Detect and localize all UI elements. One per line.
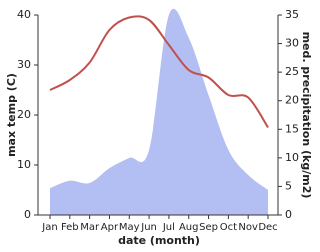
- x-tick-label: Sep: [199, 222, 218, 233]
- y2-tick-label: 35: [285, 8, 299, 21]
- x-tick-label: Jul: [162, 222, 175, 233]
- y-tick-label: 40: [17, 8, 31, 21]
- y-tick-label: 20: [17, 108, 31, 121]
- y2-axis-label: med. precipitation (kg/m2): [300, 32, 313, 199]
- x-tick-label: Dec: [258, 222, 277, 233]
- temp-line: [49, 15, 269, 129]
- y-tick-label: 0: [24, 208, 31, 221]
- y2-tick-label: 5: [285, 179, 292, 192]
- x-tick-label: Mar: [80, 222, 100, 233]
- x-axis-label: date (month): [118, 234, 200, 247]
- x-tick-label: Nov: [238, 222, 258, 233]
- y2-tick-label: 20: [285, 94, 299, 107]
- y-tick-label: 10: [17, 158, 31, 171]
- x-tick-label: May: [119, 222, 140, 233]
- x-tick-label: Jun: [140, 222, 157, 233]
- y-axis-label: max temp (C): [5, 73, 18, 157]
- x-tick-label: Jan: [41, 222, 57, 233]
- x-tick-label: Apr: [101, 222, 119, 233]
- y-tick-label: 30: [17, 58, 31, 71]
- y2-tick-label: 30: [285, 37, 299, 50]
- y2-tick-label: 0: [285, 208, 292, 221]
- y2-tick-label: 15: [285, 122, 299, 135]
- y2-tick-label: 10: [285, 151, 299, 164]
- x-tick-label: Oct: [220, 222, 237, 233]
- y2-tick-label: 25: [285, 65, 299, 78]
- x-tick-label: Aug: [179, 222, 199, 233]
- precipitation-area: [50, 8, 268, 215]
- x-tick-label: Feb: [61, 222, 79, 233]
